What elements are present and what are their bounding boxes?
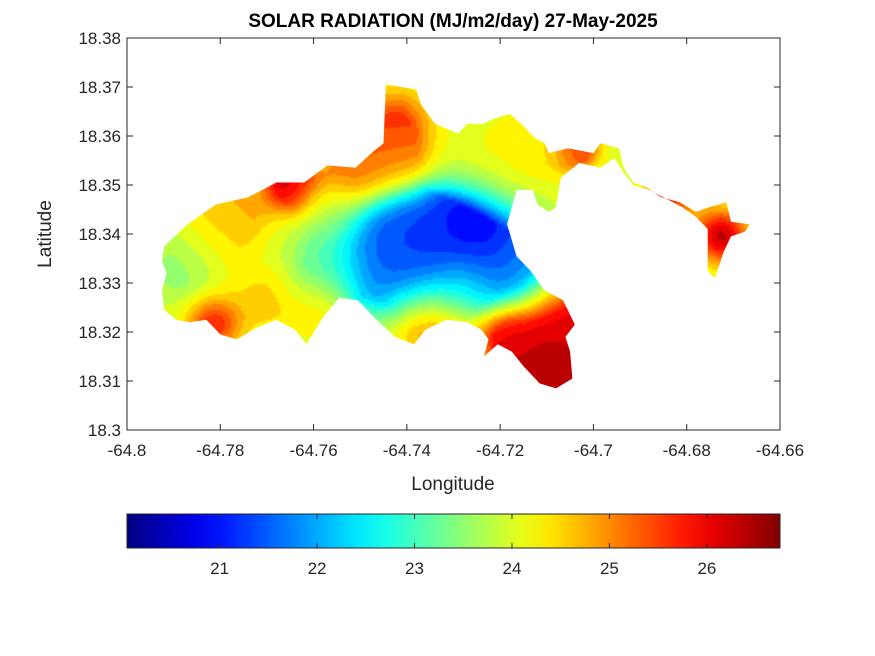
y-tick-label: 18.36 [78,127,121,146]
x-tick-label: -64.8 [108,441,147,460]
y-tick-label: 18.37 [78,78,121,97]
y-tick-label: 18.33 [78,274,121,293]
colorbar [126,513,781,549]
y-axis: 18.3 18.31 18.32 18.33 18.34 18.35 18.36 18.37 1… [78,29,780,440]
colorbar-tick-label: 25 [600,559,619,578]
y-tick-label: 18.35 [78,176,121,195]
x-tick-label: -64.68 [663,441,711,460]
colorbar-tick-label: 21 [210,559,229,578]
y-tick-label: 18.31 [78,372,121,391]
y-tick-label: 18.32 [78,323,121,342]
x-tick-label: -64.74 [383,441,431,460]
x-tick-label: -64.78 [196,441,244,460]
x-axis-label: Longitude [411,474,494,495]
y-tick-label: 18.34 [78,225,121,244]
colorbar-tick-label: 22 [308,559,327,578]
colorbar-tick-label: 24 [503,559,522,578]
x-tick-label: -64.72 [476,441,524,460]
y-axis-label: Latitude [35,200,56,268]
x-tick-label: -64.66 [756,441,804,460]
x-axis: -64.8 -64.78 -64.76 -64.74 -64.72 -64.7 -64.68… [108,38,804,460]
chart-title: SOLAR RADIATION (MJ/m2/day) 27-May-2025 [248,11,658,32]
colorbar-tick-label: 23 [405,559,424,578]
x-tick-label: -64.76 [289,441,337,460]
colorbar-tick-label: 26 [697,559,716,578]
y-tick-label: 18.3 [88,421,121,440]
colorbar-ticks: 21 22 23 24 25 26 [210,514,716,578]
y-tick-label: 18.38 [78,29,121,48]
x-tick-label: -64.7 [574,441,613,460]
